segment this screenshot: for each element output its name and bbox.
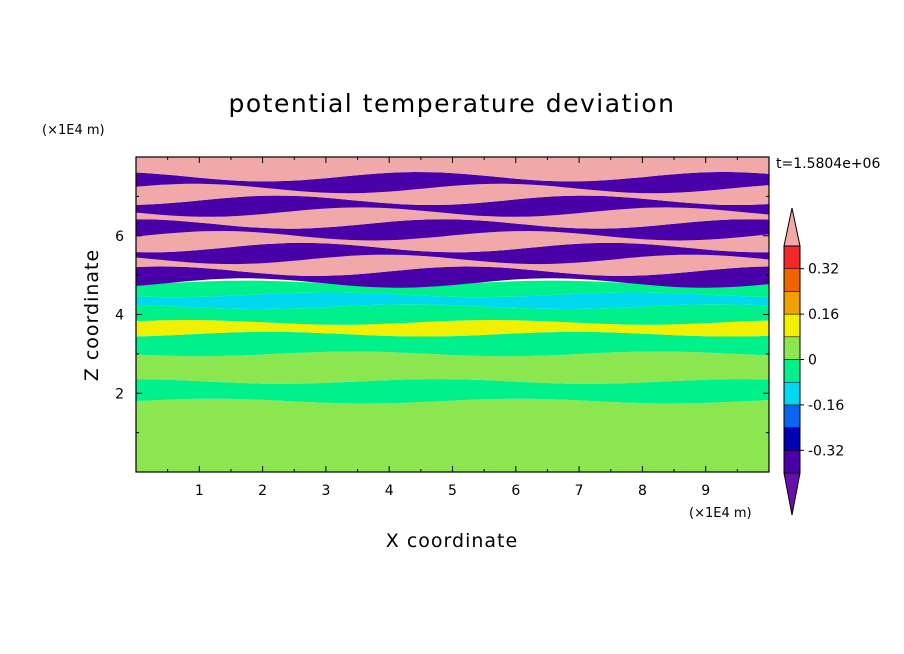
x-tick-label: 9 <box>701 483 710 499</box>
colorbar-extend-high <box>783 207 801 247</box>
x-tick-label: 8 <box>638 483 647 499</box>
x-tick-label: 4 <box>385 483 394 499</box>
colorbar-label: -0.16 <box>808 398 844 414</box>
colorbar-swatch <box>783 450 801 474</box>
colorbar-label: 0 <box>808 353 817 369</box>
x-tick-label: 5 <box>448 483 457 499</box>
contour-band <box>136 219 769 241</box>
x-tick-label: 2 <box>258 483 267 499</box>
contour-band <box>136 254 769 276</box>
colorbar-swatch <box>783 313 801 338</box>
contour-band <box>136 231 769 253</box>
colorbar-swatch <box>783 291 801 315</box>
contour-band <box>136 320 769 337</box>
x-axis-label: X coordinate <box>386 530 518 552</box>
y-tick-label: 2 <box>115 386 124 402</box>
x-tick-label: 6 <box>511 483 520 499</box>
y-tick-label: 4 <box>115 308 124 324</box>
colorbar-extend-low <box>783 472 801 516</box>
x-tick-label: 1 <box>195 483 204 499</box>
y-axis-label: Z coordinate <box>81 249 103 381</box>
contour-band <box>136 207 769 229</box>
contour-band <box>136 398 769 472</box>
contour-band <box>136 157 769 182</box>
contour-band <box>136 331 769 357</box>
contour-band <box>136 280 769 298</box>
chart-title: potential temperature deviation <box>229 89 676 118</box>
contour-band <box>136 172 769 194</box>
time-label: t=1.5804e+06 <box>776 156 880 172</box>
colorbar-swatch <box>783 245 801 269</box>
y-tick-label: 6 <box>115 229 124 245</box>
y-axis-ticks: 2 4 6 <box>115 195 769 434</box>
colorbar-swatch <box>783 359 801 383</box>
colorbar-label: 0.32 <box>808 262 839 278</box>
contour-band <box>136 379 769 404</box>
contour-band <box>136 195 769 217</box>
colorbar-label: -0.32 <box>808 443 844 459</box>
colorbar-label: 0.16 <box>808 307 839 323</box>
colorbar: 0.32 0.16 0 -0.16 -0.32 <box>783 207 844 516</box>
x-tick-label: 3 <box>321 483 330 499</box>
contour-band <box>136 304 769 325</box>
contour-band <box>136 351 769 384</box>
x-axis-ticks: 1 2 3 4 5 6 7 8 9 <box>167 157 738 499</box>
contour-field <box>136 157 769 472</box>
contour-band <box>136 242 769 265</box>
y-axis-unit: (×1E4 m) <box>42 123 105 138</box>
colorbar-swatch <box>783 404 801 428</box>
colorbar-swatch <box>783 427 801 451</box>
colorbar-swatch <box>783 336 801 360</box>
x-tick-label: 7 <box>575 483 584 499</box>
contour-band <box>136 183 769 205</box>
contour-band <box>136 266 769 288</box>
colorbar-swatch <box>783 268 801 292</box>
colorbar-swatch <box>783 381 801 406</box>
contour-band <box>136 292 769 309</box>
x-axis-unit: (×1E4 m) <box>689 506 752 521</box>
